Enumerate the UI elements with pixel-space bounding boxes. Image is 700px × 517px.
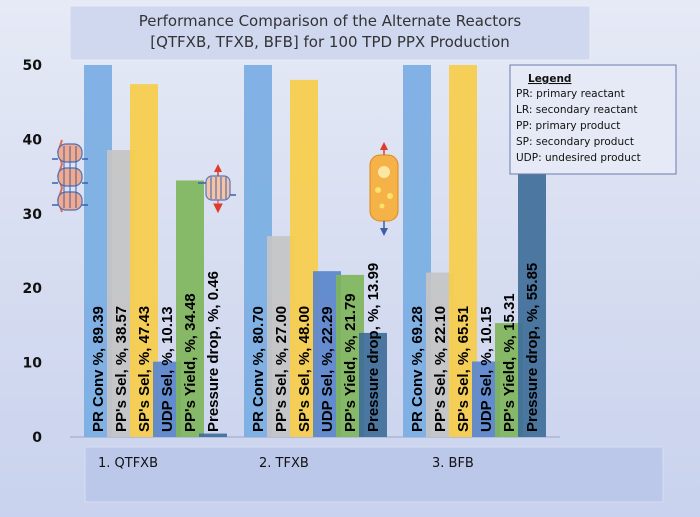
bubbling-fluidized-bed-reactor-icon xyxy=(369,142,399,236)
bar-data-label: UDP Sel, %, 10.13 xyxy=(159,306,176,432)
bar-data-label: PR Conv %, 80.70 xyxy=(250,306,267,432)
bar xyxy=(199,433,227,437)
bar-data-label: Pressure drop, %, 0.46 xyxy=(205,271,222,432)
y-tick-label: 0 xyxy=(32,430,42,446)
bar-data-label: UDP Sel, %, 22.29 xyxy=(319,306,336,432)
legend-box xyxy=(509,64,677,175)
y-tick-label: 50 xyxy=(23,58,43,74)
y-tick-label: 10 xyxy=(23,356,43,372)
category-label: 1. QTFXB xyxy=(98,456,158,471)
tubular-fixed-bed-reactor-icon xyxy=(198,164,236,214)
category-band xyxy=(84,446,664,503)
legend-item: SP: secondary product xyxy=(516,136,634,148)
legend-item: PP: primary product xyxy=(516,120,620,132)
y-tick-label: 20 xyxy=(23,281,43,297)
bar-data-label: PP's Yield, %, 34.48 xyxy=(182,293,199,432)
bar-data-label: PP's Yield, %, 21.79 xyxy=(342,293,359,432)
title-box xyxy=(69,5,591,61)
category-label: 2. TFXB xyxy=(259,456,309,471)
bar-data-label: PP's Sel, %, 38.57 xyxy=(113,306,130,432)
legend-item: UDP: undesired product xyxy=(516,152,641,164)
category-label: 3. BFB xyxy=(432,456,474,471)
bar xyxy=(359,332,387,437)
bar-data-label: Pressure drop, %, 13.99 xyxy=(365,263,382,432)
bar-data-label: UDP Sel, %, 10.15 xyxy=(478,306,495,432)
bar-data-label: SP's Sel, %, 65.51 xyxy=(455,306,472,432)
y-tick-label: 40 xyxy=(23,132,43,148)
quench-tube-reactor-icon xyxy=(52,139,88,213)
legend-title: Legend xyxy=(528,73,571,85)
bar-data-label: SP's Sel, %, 48.00 xyxy=(296,306,313,432)
legend: Legend PR: primary reactant LR: secondar… xyxy=(509,64,677,175)
bar-data-label: Pressure drop, %, 55.85 xyxy=(524,263,541,432)
bar-data-label: PP's Sel, %, 27.00 xyxy=(273,306,290,432)
bar-data-label: PP's Yield, %, 15.31 xyxy=(501,293,518,432)
y-tick-label: 30 xyxy=(23,207,43,223)
legend-item: PR: primary reactant xyxy=(516,88,625,100)
bar xyxy=(176,180,204,437)
bar-data-label: PR Conv %, 69.28 xyxy=(409,306,426,432)
bar-data-label: PP's Sel, %, 22.10 xyxy=(432,306,449,432)
legend-item: LR: secondary reactant xyxy=(516,104,638,116)
chart-title-line-2: [QTFXB, TFXB, BFB] for 100 TPD PPX Produ… xyxy=(150,33,510,51)
bar-data-label: SP's Sel, %, 47.43 xyxy=(136,306,153,432)
bar-data-label: PR Conv %, 89.39 xyxy=(90,306,107,432)
chart-title-line-1: Performance Comparison of the Alternate … xyxy=(139,12,522,30)
